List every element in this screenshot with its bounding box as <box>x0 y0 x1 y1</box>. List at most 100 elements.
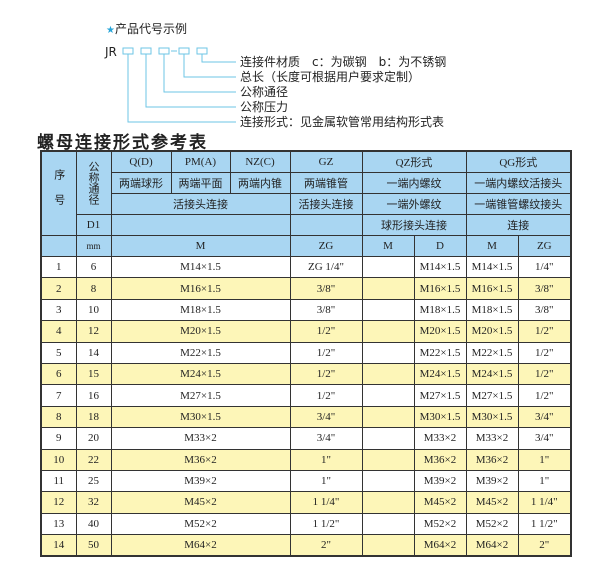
cell-qg-m: M45×2 <box>465 491 519 514</box>
label-nominal-diameter: 公称通径 <box>240 85 289 99</box>
cell-zg: 2" <box>289 534 363 557</box>
cell-qg-zg: 3/8" <box>517 298 572 322</box>
cell-qz-d: M20×1.5 <box>413 320 467 343</box>
cell-qz-d: M30×1.5 <box>413 405 467 429</box>
cell-m: M24×1.5 <box>110 362 291 386</box>
d1-header: D1 <box>75 214 112 236</box>
code-box <box>140 47 152 55</box>
cell-dn: 25 <box>75 469 112 493</box>
cell-qg-m: M36×2 <box>465 448 519 471</box>
diagram-heading-text: 产品代号示例 <box>114 22 187 36</box>
table-row: 12 32 M45×2 1 1/4" M45×2 M45×2 1 1/4" <box>40 491 572 514</box>
cell-qg-zg: 3/8" <box>517 277 572 300</box>
cell-dn: 22 <box>75 448 112 471</box>
cell-m: M36×2 <box>110 448 291 471</box>
qz-desc: 一端内螺纹 <box>361 172 467 194</box>
cell-qg-zg: 1/2" <box>517 384 572 407</box>
cell-dn: 6 <box>75 255 112 279</box>
code-box <box>178 47 190 55</box>
gz-header: GZ <box>289 150 363 173</box>
qg-desc: 一端内螺纹活接头 <box>465 172 572 194</box>
cell-qg-m: M39×2 <box>465 469 519 493</box>
table-row: 14 50 M64×2 2" M64×2 M64×2 2" <box>40 534 572 557</box>
cell-qz-d: M14×1.5 <box>413 255 467 279</box>
cell-qg-m: M27×1.5 <box>465 384 519 407</box>
nominal-header: 公称通径 <box>75 150 112 215</box>
cell-zg: 3/8" <box>289 298 363 322</box>
cell-no: 1 <box>40 255 77 279</box>
cell-no: 6 <box>40 362 77 386</box>
m-conn: 活接头连接 <box>110 193 291 215</box>
q-header: Q(D) <box>110 150 172 173</box>
cell-m: M14×1.5 <box>110 255 291 279</box>
cell-dn: 10 <box>75 298 112 322</box>
cell-qg-zg: 1 1/2" <box>517 512 572 536</box>
cell-m: M39×2 <box>110 469 291 493</box>
code-leader-lines <box>122 47 236 123</box>
cell-m: M22×1.5 <box>110 341 291 364</box>
cell-qg-zg: 1" <box>517 469 572 493</box>
cell-zg: 1/2" <box>289 362 363 386</box>
qz-conn2: 球形接头连接 <box>361 214 467 236</box>
table-row: 6 15 M24×1.5 1/2" M24×1.5 M24×1.5 1/2" <box>40 362 572 386</box>
cell-qg-zg: 1" <box>517 448 572 471</box>
cell-dn: 40 <box>75 512 112 536</box>
cell-qz-m <box>361 427 415 450</box>
cell-qz-m <box>361 448 415 471</box>
qz-conn: 一端外螺纹 <box>361 193 467 215</box>
cell-qg-zg: 1/2" <box>517 341 572 364</box>
seq-header: 序号 <box>40 150 77 236</box>
cell-qg-m: M30×1.5 <box>465 405 519 429</box>
table-row: 9 20 M33×2 3/4" M33×2 M33×2 3/4" <box>40 427 572 450</box>
qg-header: QG形式 <box>465 150 572 173</box>
table-row: 2 8 M16×1.5 3/8" M16×1.5 M16×1.5 3/8" <box>40 277 572 300</box>
cell-qg-m: M20×1.5 <box>465 320 519 343</box>
cell-no: 13 <box>40 512 77 536</box>
blank-cell <box>110 214 291 236</box>
cell-m: M20×1.5 <box>110 320 291 343</box>
table-row: 13 40 M52×2 1 1/2" M52×2 M52×2 1 1/2" <box>40 512 572 536</box>
table-row: 11 25 M39×2 1" M39×2 M39×2 1" <box>40 469 572 493</box>
cell-qz-d: M24×1.5 <box>413 362 467 386</box>
table-title: 螺母连接形式参考表 <box>37 133 208 153</box>
cell-dn: 12 <box>75 320 112 343</box>
cell-m: M52×2 <box>110 512 291 536</box>
cell-qz-m <box>361 362 415 386</box>
table-row: 10 22 M36×2 1" M36×2 M36×2 1" <box>40 448 572 471</box>
cell-no: 7 <box>40 384 77 407</box>
diagram-heading: ★产品代号示例 <box>106 22 187 38</box>
cell-qg-m: M64×2 <box>465 534 519 557</box>
cell-qz-d: M64×2 <box>413 534 467 557</box>
cell-dn: 32 <box>75 491 112 514</box>
cell-zg: 1/2" <box>289 384 363 407</box>
qg-conn: 一端锥管螺纹接头 <box>465 193 572 215</box>
gz-desc: 两端锥管 <box>289 172 363 194</box>
cell-dn: 18 <box>75 405 112 429</box>
table-row: 1 6 M14×1.5 ZG 1/4" M14×1.5 M14×1.5 1/4" <box>40 255 572 279</box>
cell-dn: 20 <box>75 427 112 450</box>
cell-qz-m <box>361 405 415 429</box>
cell-no: 12 <box>40 491 77 514</box>
cell-no: 3 <box>40 298 77 322</box>
table-row: 5 14 M22×1.5 1/2" M22×1.5 M22×1.5 1/2" <box>40 341 572 364</box>
cell-qz-d: M45×2 <box>413 491 467 514</box>
m-header: M <box>110 235 291 257</box>
zg-header: ZG <box>289 235 363 257</box>
cell-no: 9 <box>40 427 77 450</box>
cell-qz-m <box>361 491 415 514</box>
cell-zg: ZG 1/4" <box>289 255 363 279</box>
cell-m: M27×1.5 <box>110 384 291 407</box>
cell-qz-m <box>361 341 415 364</box>
cell-qz-d: M33×2 <box>413 427 467 450</box>
gz-conn: 活接头连接 <box>289 193 363 215</box>
cell-qg-zg: 1/2" <box>517 362 572 386</box>
cell-qz-m <box>361 277 415 300</box>
cell-dn: 50 <box>75 534 112 557</box>
cell-qg-zg: 1/4" <box>517 255 572 279</box>
label-connection-form: 连接形式：见金属软管常用结构形式表 <box>240 115 445 129</box>
pm-header: PM(A) <box>170 150 231 173</box>
cell-qg-m: M16×1.5 <box>465 277 519 300</box>
cell-m: M16×1.5 <box>110 277 291 300</box>
cell-qz-d: M18×1.5 <box>413 298 467 322</box>
cell-zg: 1/2" <box>289 341 363 364</box>
